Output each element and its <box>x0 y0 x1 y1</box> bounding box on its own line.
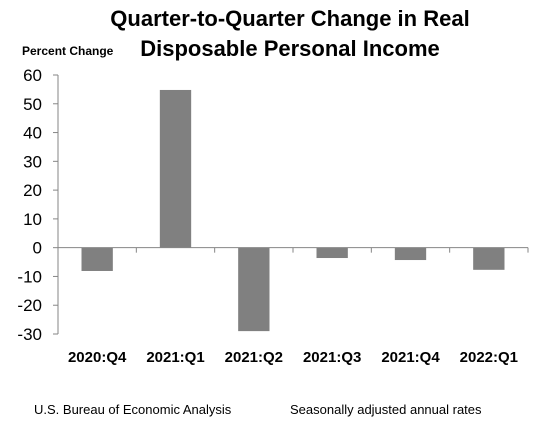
bar <box>316 247 348 259</box>
x-tick-label: 2021:Q1 <box>146 349 204 366</box>
x-tick-label: 2021:Q4 <box>381 349 440 366</box>
chart-title-line-2: Disposable Personal Income <box>140 36 440 61</box>
source-note: U.S. Bureau of Economic Analysis <box>34 402 232 417</box>
seasonal-note: Seasonally adjusted annual rates <box>290 402 482 417</box>
x-tick-label: 2020:Q4 <box>68 349 127 366</box>
y-tick-label: 20 <box>23 181 42 200</box>
y-tick-label: 30 <box>23 152 42 171</box>
y-tick-label: -30 <box>17 325 42 344</box>
chart-title: Quarter-to-Quarter Change in Real Dispos… <box>60 4 520 64</box>
bar <box>473 247 505 270</box>
y-tick-label: 60 <box>23 66 42 85</box>
y-tick-label: 50 <box>23 95 42 114</box>
y-tick-label: 0 <box>33 239 42 258</box>
x-tick-label: 2021:Q3 <box>303 349 361 366</box>
y-tick-label: 10 <box>23 210 42 229</box>
chart-title-line-1: Quarter-to-Quarter Change in Real <box>110 6 470 31</box>
y-tick-label: 40 <box>23 124 42 143</box>
bar <box>159 89 192 248</box>
y-tick-label: -10 <box>17 267 42 286</box>
bar <box>394 247 427 261</box>
y-tick-label: -20 <box>17 296 42 315</box>
x-tick-label: 2021:Q2 <box>225 349 283 366</box>
bar <box>81 247 113 271</box>
bar <box>238 247 270 332</box>
y-axis-label: Percent Change <box>22 44 114 58</box>
x-tick-label: 2022:Q1 <box>460 349 518 366</box>
